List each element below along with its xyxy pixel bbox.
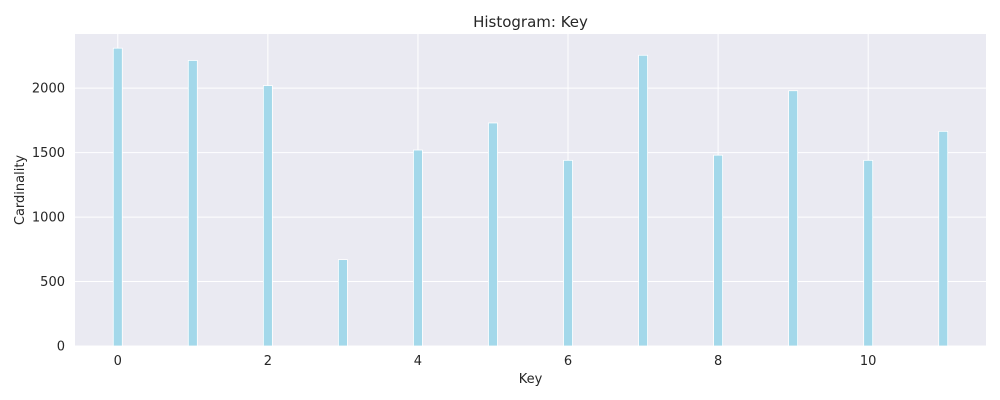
bar-key-9 (788, 90, 799, 347)
x-tick-label: 2 (264, 354, 272, 369)
y-axis-label: Cardinality (13, 155, 28, 226)
bars (112, 47, 949, 347)
bar-key-0 (112, 47, 123, 347)
bar-key-10 (863, 159, 874, 347)
x-tick-label: 8 (714, 354, 722, 369)
y-tick-label: 1500 (32, 146, 65, 161)
x-axis-label: Key (519, 372, 543, 387)
bar-key-3 (337, 259, 348, 347)
chart-title: Histogram: Key (473, 13, 588, 31)
bar-key-4 (413, 149, 423, 347)
x-tick-labels: 0 2 4 6 8 10 (114, 354, 877, 369)
y-tick-label: 500 (40, 275, 65, 290)
bar-key-11 (938, 130, 949, 347)
bar-key-2 (262, 85, 273, 347)
y-tick-label: 0 (57, 340, 65, 355)
plot-area (75, 34, 986, 346)
bar-key-8 (713, 154, 724, 347)
bar-key-1 (187, 60, 198, 347)
bar-key-6 (563, 159, 573, 347)
x-tick-label: 6 (564, 354, 572, 369)
x-tick-label: 0 (114, 354, 122, 369)
bar-key-5 (488, 122, 498, 347)
y-tick-label: 2000 (32, 82, 65, 97)
bar-key-7 (638, 54, 648, 347)
x-tick-label: 10 (860, 354, 877, 369)
y-tick-labels: 0 500 1000 1500 2000 (32, 82, 65, 355)
x-tick-label: 4 (414, 354, 422, 369)
y-tick-label: 1000 (32, 211, 65, 226)
